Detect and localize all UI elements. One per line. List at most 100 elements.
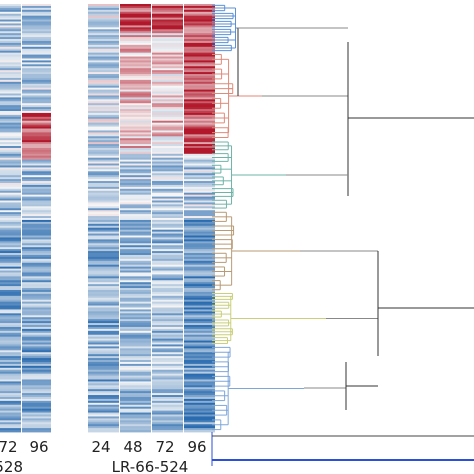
right-heatmap-cell — [120, 112, 151, 116]
right-heatmap-cell — [120, 280, 151, 283]
left-heatmap-cell — [22, 23, 51, 26]
right-heatmap-cell — [120, 167, 151, 170]
right-heatmap-cell — [152, 315, 183, 318]
left-heatmap-cell — [22, 253, 51, 256]
right-heatmap-cell — [120, 221, 151, 225]
right-heatmap-cell — [152, 9, 183, 13]
right-heatmap-cell — [88, 404, 119, 408]
right-heatmap-cell — [152, 144, 183, 147]
left-heatmap-cell — [22, 416, 51, 419]
left-group-label: -528 — [0, 458, 23, 474]
left-heatmap-cell — [22, 116, 51, 120]
left-heatmap-cell — [0, 200, 21, 203]
right-heatmap-cell — [88, 163, 119, 166]
right-heatmap-cell — [88, 340, 119, 343]
right-heatmap-cell — [88, 295, 119, 299]
left-heatmap-cell — [22, 241, 51, 244]
right-heatmap-cell — [120, 282, 151, 285]
right-heatmap-cell — [88, 379, 119, 382]
right-heatmap-cell — [88, 5, 119, 9]
right-heatmap-cell — [120, 56, 151, 59]
left-heatmap-cell — [22, 19, 51, 22]
left-heatmap-cell — [22, 124, 51, 127]
right-heatmap-cell — [152, 400, 183, 404]
right-heatmap-cell — [152, 414, 183, 417]
left-heatmap-cell — [22, 159, 51, 162]
left-heatmap-cell — [0, 101, 21, 104]
left-heatmap-cell — [22, 340, 51, 343]
right-heatmap-cell — [184, 251, 215, 254]
right-heatmap-cell — [120, 159, 151, 162]
left-heatmap-cell — [22, 99, 51, 102]
right-heatmap-cell — [152, 303, 183, 306]
right-heatmap-cell — [88, 336, 119, 340]
right-heatmap-cell — [88, 249, 119, 252]
left-heatmap-cell — [22, 62, 51, 65]
right-heatmap-cell — [184, 408, 215, 411]
right-heatmap-cell — [120, 408, 151, 411]
left-heatmap-cell — [0, 70, 21, 73]
right-heatmap-cell — [88, 365, 119, 369]
right-heatmap-cell — [184, 40, 215, 44]
left-heatmap-cell — [0, 153, 21, 157]
right-heatmap-cell — [152, 157, 183, 161]
right-heatmap-cell — [184, 303, 215, 306]
right-heatmap-cell — [120, 31, 151, 34]
left-heatmap-cell — [22, 358, 51, 361]
right-heatmap-cell — [184, 107, 215, 110]
right-heatmap-cell — [120, 383, 151, 386]
right-heatmap-cell — [88, 83, 119, 87]
right-heatmap-cell — [120, 95, 151, 98]
right-heatmap-cell — [184, 130, 215, 133]
left-heatmap-cell — [22, 389, 51, 392]
right-heatmap-cell — [184, 75, 215, 79]
right-heatmap-cell — [152, 23, 183, 26]
right-heatmap-cell — [120, 151, 151, 155]
right-heatmap-cell — [184, 167, 215, 170]
right-heatmap-cell — [88, 317, 119, 320]
right-heatmap-cell — [184, 58, 215, 61]
right-heatmap-cell — [152, 210, 183, 213]
left-heatmap-cell — [22, 299, 51, 303]
right-heatmap-cell — [152, 163, 183, 166]
left-heatmap-cell — [22, 72, 51, 75]
left-heatmap-cell — [0, 254, 21, 258]
left-heatmap-cell — [0, 352, 21, 355]
right-heatmap-cell — [120, 163, 151, 166]
right-heatmap-cell — [120, 354, 151, 357]
left-heatmap-cell — [0, 79, 21, 83]
left-heatmap-cell — [0, 75, 21, 79]
right-heatmap-cell — [152, 114, 183, 118]
left-heatmap-cell — [22, 165, 51, 168]
right-heatmap-cell — [120, 181, 151, 184]
left-heatmap-cell — [0, 85, 21, 89]
right-heatmap-cell — [120, 402, 151, 406]
right-heatmap-cell — [88, 319, 119, 322]
left-heatmap-cell — [0, 33, 21, 36]
right-heatmap-cell — [152, 325, 183, 328]
right-heatmap-cell — [184, 354, 215, 357]
right-heatmap-cell — [152, 342, 183, 345]
left-heatmap-cell — [0, 251, 21, 254]
right-heatmap-cell — [152, 377, 183, 380]
left-heatmap-cell — [22, 266, 51, 269]
right-heatmap-cell — [184, 126, 215, 129]
right-heatmap-cell — [152, 97, 183, 100]
left-heatmap-cell — [22, 216, 51, 219]
right-heatmap-cell — [120, 101, 151, 104]
left-heatmap-cell — [0, 93, 21, 96]
right-heatmap-cell — [120, 278, 151, 281]
right-heatmap-cell — [184, 95, 215, 98]
left-heatmap-cell — [0, 303, 21, 306]
left-heatmap-cell — [22, 270, 51, 273]
left-heatmap-cell — [22, 363, 51, 367]
right-heatmap-cell — [120, 379, 151, 382]
right-heatmap-cell — [152, 330, 183, 334]
right-heatmap-cell — [184, 97, 215, 100]
right-heatmap-cell — [120, 52, 151, 55]
right-heatmap-cell — [120, 87, 151, 90]
right-heatmap-cell — [184, 9, 215, 13]
right-heatmap-cell — [152, 402, 183, 406]
right-heatmap-cell — [152, 40, 183, 44]
right-heatmap-cell — [184, 311, 215, 314]
